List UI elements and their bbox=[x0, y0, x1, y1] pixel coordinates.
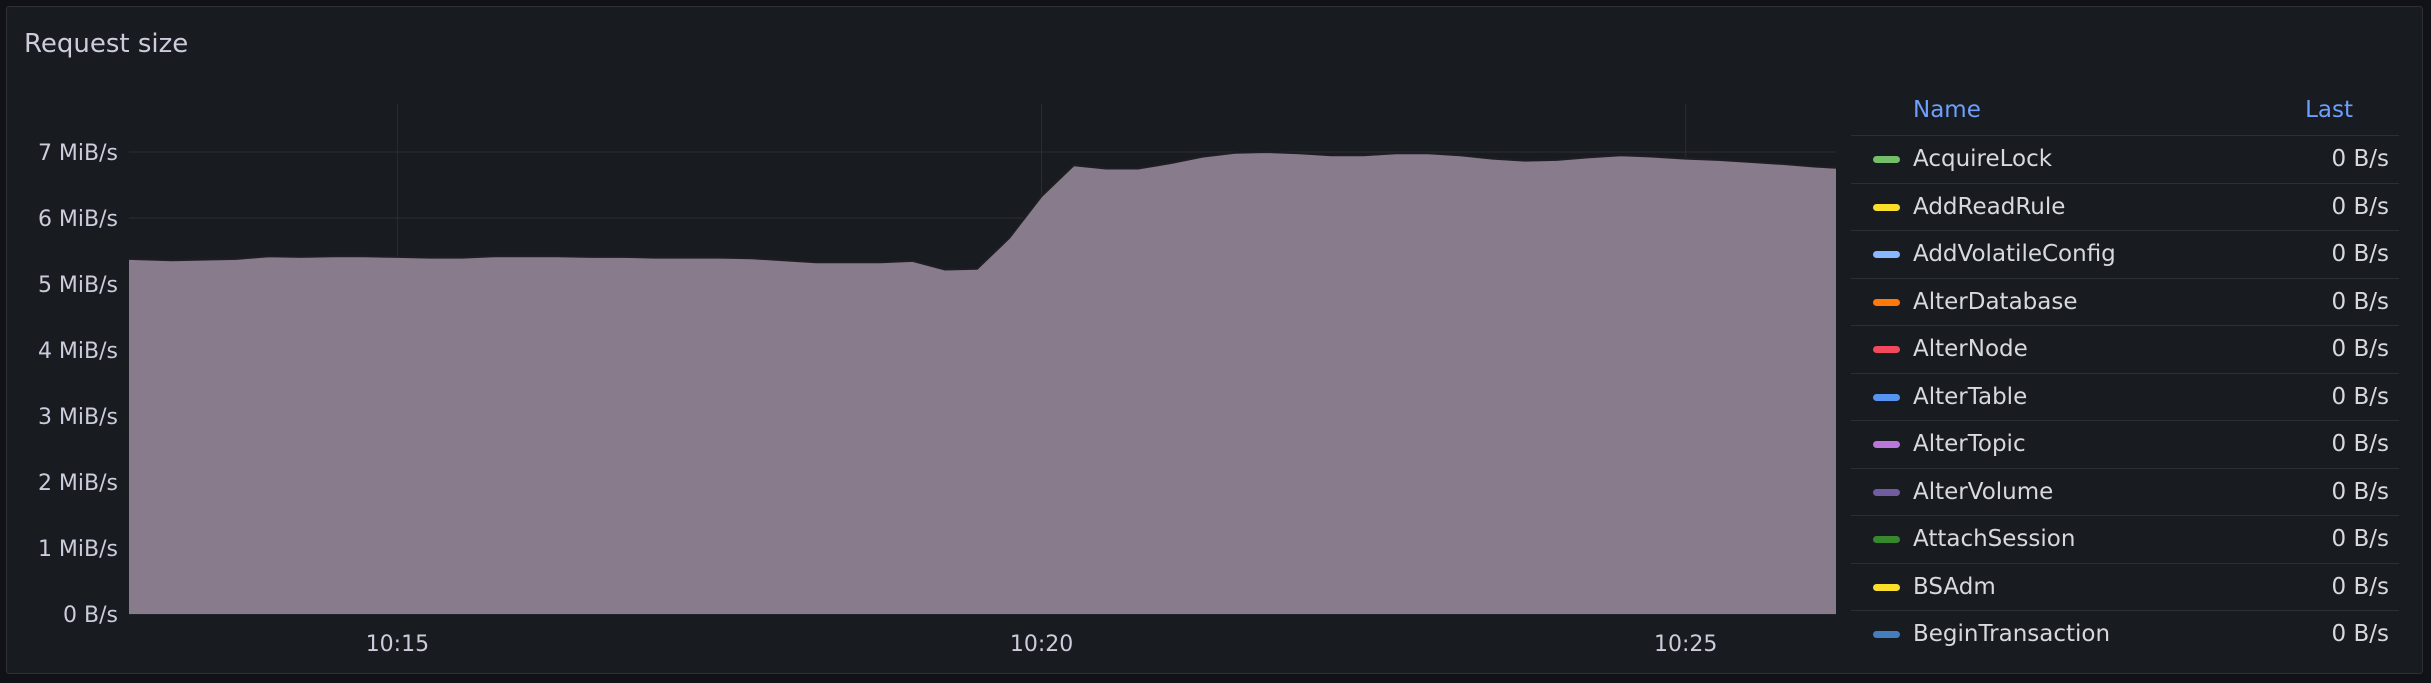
legend-swatch bbox=[1873, 251, 1900, 258]
request-size-chart[interactable]: 0 B/s 1 MiB/s 2 MiB/s 3 MiB/s 4 MiB/s 5 MiB/s… bbox=[0, 0, 1850, 683]
legend-item-name: AttachSession bbox=[1913, 526, 2076, 552]
legend-item[interactable]: BeginTransaction 0 B/s bbox=[1851, 610, 2399, 658]
legend-item-name: BSAdm bbox=[1913, 573, 1996, 600]
x-tick-label: 10:25 bbox=[1654, 632, 1717, 657]
panel-title[interactable]: Request size bbox=[24, 29, 189, 59]
y-tick-label: 6 MiB/s bbox=[38, 207, 118, 232]
legend-item-name: AlterDatabase bbox=[1913, 288, 2078, 315]
legend-swatch bbox=[1873, 631, 1900, 638]
legend-item[interactable]: AlterNode 0 B/s bbox=[1851, 325, 2399, 373]
legend-table: Name Last AcquireLock 0 B/s AddReadRule 0 B… bbox=[1851, 85, 2399, 658]
legend-item-name: AlterVolume bbox=[1913, 478, 2054, 505]
legend-item[interactable]: AlterTable 0 B/s bbox=[1851, 372, 2399, 421]
legend-item-name: BeginTransaction bbox=[1913, 621, 2111, 647]
series-area bbox=[129, 152, 1836, 614]
legend-swatch bbox=[1873, 488, 1900, 496]
y-tick-label: 3 MiB/s bbox=[38, 405, 118, 430]
legend-swatch bbox=[1873, 393, 1900, 401]
y-tick-label: 5 MiB/s bbox=[38, 273, 118, 298]
y-tick-label: 2 MiB/s bbox=[38, 471, 118, 496]
legend-item-value: 0 B/s bbox=[2331, 241, 2389, 267]
legend-item[interactable]: AlterVolume 0 B/s bbox=[1851, 467, 2399, 516]
legend-swatch bbox=[1873, 441, 1900, 448]
legend-item-value: 0 B/s bbox=[2331, 146, 2389, 172]
legend-swatch bbox=[1873, 536, 1900, 543]
x-tick-label: 10:20 bbox=[1010, 632, 1073, 657]
legend-item-value: 0 B/s bbox=[2331, 383, 2389, 410]
legend-swatch bbox=[1873, 583, 1900, 591]
legend-swatch bbox=[1873, 346, 1900, 353]
legend-item-name: AddReadRule bbox=[1913, 193, 2066, 220]
legend-item-name: AlterNode bbox=[1913, 336, 2028, 362]
legend-item-name: AlterTable bbox=[1913, 383, 2028, 410]
y-tick-label: 7 MiB/s bbox=[38, 141, 118, 166]
legend-item[interactable]: AddReadRule 0 B/s bbox=[1851, 182, 2399, 231]
legend-item-value: 0 B/s bbox=[2331, 573, 2389, 600]
legend-swatch bbox=[1873, 156, 1900, 163]
legend-item-name: AddVolatileConfig bbox=[1913, 241, 2116, 267]
plot-area bbox=[128, 150, 1837, 614]
legend-item-value: 0 B/s bbox=[2331, 526, 2389, 552]
legend-item[interactable]: AlterTopic 0 B/s bbox=[1851, 420, 2399, 468]
legend-item-value: 0 B/s bbox=[2331, 431, 2389, 457]
legend-item[interactable]: AddVolatileConfig 0 B/s bbox=[1851, 230, 2399, 278]
y-tick-label: 0 B/s bbox=[63, 603, 118, 628]
legend-swatch bbox=[1873, 298, 1900, 306]
legend-item-name: AlterTopic bbox=[1913, 431, 2026, 457]
legend-item[interactable]: AttachSession 0 B/s bbox=[1851, 515, 2399, 563]
legend-item[interactable]: AcquireLock 0 B/s bbox=[1851, 135, 2399, 183]
legend-header: Name Last bbox=[1851, 85, 2399, 135]
legend-item-value: 0 B/s bbox=[2331, 193, 2389, 220]
legend-item-name: AcquireLock bbox=[1913, 146, 2053, 172]
legend-item-value: 0 B/s bbox=[2331, 478, 2389, 505]
x-tick-label: 10:15 bbox=[366, 632, 429, 657]
legend-header-name[interactable]: Name bbox=[1913, 97, 1981, 123]
legend-item-value: 0 B/s bbox=[2331, 288, 2389, 315]
legend-item-value: 0 B/s bbox=[2331, 621, 2389, 647]
y-tick-label: 1 MiB/s bbox=[38, 537, 118, 562]
y-tick-label: 4 MiB/s bbox=[38, 339, 118, 364]
series-line bbox=[128, 150, 1837, 271]
legend-header-last[interactable]: Last bbox=[2305, 97, 2353, 123]
x-axis: 10:15 10:20 10:25 bbox=[366, 632, 1718, 657]
legend-swatch bbox=[1873, 203, 1900, 211]
legend-item[interactable]: AlterDatabase 0 B/s bbox=[1851, 277, 2399, 326]
legend-item[interactable]: BSAdm 0 B/s bbox=[1851, 562, 2399, 611]
y-axis: 0 B/s 1 MiB/s 2 MiB/s 3 MiB/s 4 MiB/s 5 MiB/s… bbox=[38, 141, 118, 628]
legend-item-value: 0 B/s bbox=[2331, 336, 2389, 362]
